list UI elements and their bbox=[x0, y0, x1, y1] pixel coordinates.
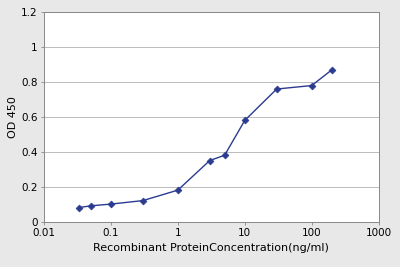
Y-axis label: OD 450: OD 450 bbox=[8, 96, 18, 138]
X-axis label: Recombinant ProteinConcentration(ng/ml): Recombinant ProteinConcentration(ng/ml) bbox=[93, 243, 329, 253]
